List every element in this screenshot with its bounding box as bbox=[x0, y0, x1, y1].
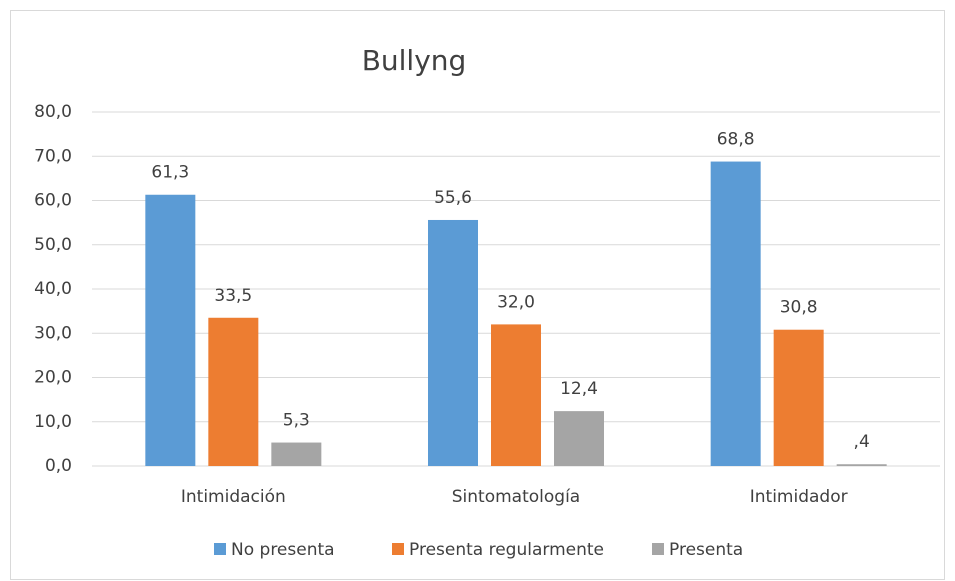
data-label: 32,0 bbox=[497, 292, 535, 312]
legend-label: Presenta bbox=[669, 540, 743, 560]
bar bbox=[710, 161, 761, 466]
bar bbox=[491, 324, 541, 466]
x-tick-label: Sintomatología bbox=[452, 487, 580, 507]
bar bbox=[145, 194, 196, 466]
data-label: 68,8 bbox=[717, 130, 755, 150]
bar bbox=[208, 317, 259, 466]
x-tick-label: Intimidador bbox=[750, 487, 848, 507]
data-label: 33,5 bbox=[214, 286, 252, 306]
y-tick-label: 40,0 bbox=[34, 279, 72, 299]
legend-label: Presenta regularmente bbox=[409, 540, 604, 560]
bar bbox=[836, 464, 887, 466]
y-tick-label: 70,0 bbox=[34, 146, 72, 166]
legend-swatch bbox=[392, 543, 404, 555]
y-tick-label: 30,0 bbox=[34, 323, 72, 343]
data-label: 55,6 bbox=[434, 188, 472, 208]
y-tick-label: 0,0 bbox=[45, 456, 72, 476]
bar bbox=[428, 219, 478, 466]
bar bbox=[773, 329, 824, 466]
x-tick-label: Intimidación bbox=[181, 487, 286, 507]
y-tick-label: 60,0 bbox=[34, 191, 72, 211]
bar bbox=[554, 411, 604, 466]
legend-label: No presenta bbox=[231, 540, 335, 560]
y-tick-label: 80,0 bbox=[34, 102, 72, 122]
legend-swatch bbox=[652, 543, 664, 555]
data-label: 5,3 bbox=[283, 411, 310, 431]
data-label: ,4 bbox=[854, 432, 870, 452]
y-tick-label: 10,0 bbox=[34, 412, 72, 432]
chart-title: Bullyng bbox=[362, 44, 467, 77]
data-label: 61,3 bbox=[151, 163, 189, 183]
bar bbox=[271, 442, 322, 466]
data-label: 30,8 bbox=[780, 298, 818, 318]
legend-swatch bbox=[214, 543, 226, 555]
data-label: 12,4 bbox=[560, 379, 598, 399]
y-tick-label: 50,0 bbox=[34, 235, 72, 255]
y-tick-label: 20,0 bbox=[34, 368, 72, 388]
